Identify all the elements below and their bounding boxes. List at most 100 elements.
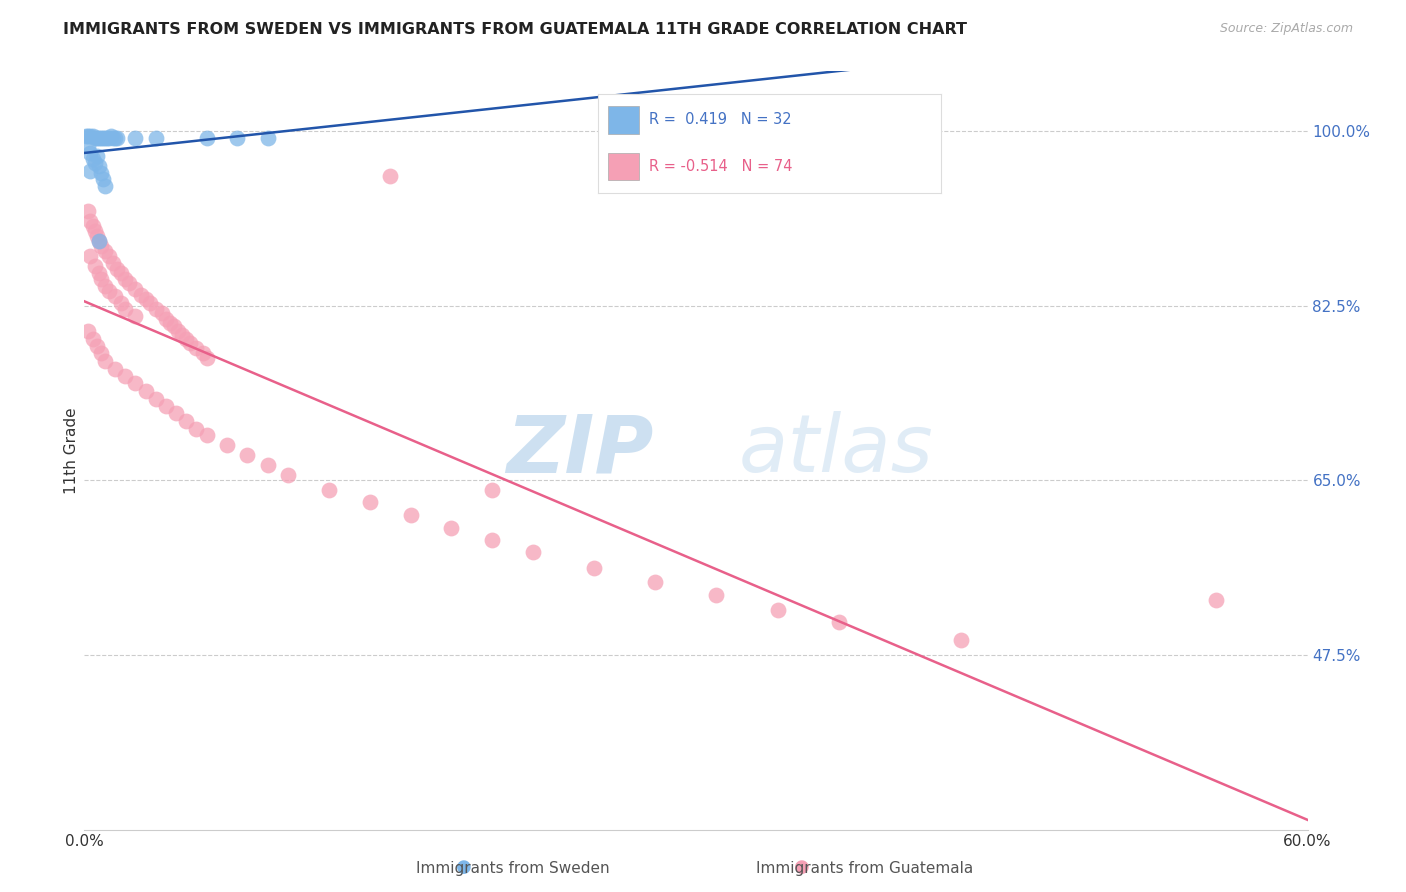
Point: [522, 545, 544, 559]
Point: [135, 292, 157, 306]
Point: [93, 278, 115, 293]
Point: [159, 316, 181, 330]
Text: ●: ●: [793, 858, 810, 876]
Point: [138, 295, 160, 310]
Point: [86, 339, 108, 353]
Text: ZIP: ZIP: [506, 411, 654, 490]
Point: [97, 249, 120, 263]
Point: [110, 266, 132, 280]
Point: [86, 149, 108, 163]
Point: [135, 384, 157, 398]
Point: [359, 495, 381, 509]
Point: [105, 261, 128, 276]
Point: [277, 468, 299, 483]
Point: [104, 289, 127, 303]
Point: [93, 131, 115, 145]
Point: [91, 131, 114, 145]
Point: [104, 131, 127, 145]
Point: [90, 239, 112, 253]
Point: [186, 421, 208, 435]
Point: [114, 368, 136, 383]
Point: [83, 259, 105, 273]
Point: [90, 166, 112, 180]
Point: [583, 561, 606, 575]
Point: [79, 164, 101, 178]
Point: [90, 131, 112, 145]
Point: [82, 332, 104, 346]
Point: [86, 131, 108, 145]
Point: [105, 131, 128, 145]
Point: [96, 131, 118, 145]
Point: [93, 353, 115, 368]
Point: [110, 295, 132, 310]
Point: [86, 229, 108, 244]
Point: [155, 399, 177, 413]
Point: [101, 131, 124, 145]
Point: [118, 276, 141, 290]
Point: [77, 129, 100, 144]
Point: [87, 159, 110, 173]
Point: [172, 327, 194, 342]
Text: IMMIGRANTS FROM SWEDEN VS IMMIGRANTS FROM GUATEMALA 11TH GRADE CORRELATION CHART: IMMIGRANTS FROM SWEDEN VS IMMIGRANTS FRO…: [63, 22, 967, 37]
Point: [79, 146, 101, 161]
Point: [155, 311, 177, 326]
Point: [101, 256, 124, 270]
Point: [950, 633, 973, 648]
Point: [97, 284, 120, 298]
Text: Immigrants from Guatemala: Immigrants from Guatemala: [756, 861, 973, 876]
Point: [195, 131, 218, 145]
Point: [195, 351, 218, 365]
Point: [217, 438, 239, 452]
Point: [150, 306, 173, 320]
Point: [174, 413, 197, 427]
Point: [104, 361, 127, 376]
Point: [706, 588, 728, 602]
Point: [91, 172, 114, 186]
Point: [195, 428, 218, 442]
Point: [1205, 593, 1227, 607]
Point: [93, 244, 115, 258]
Point: [191, 345, 214, 359]
Point: [145, 131, 167, 145]
Point: [124, 309, 146, 323]
Point: [318, 483, 340, 498]
Point: [79, 129, 101, 144]
Point: [399, 508, 422, 523]
Point: [79, 249, 101, 263]
Point: [766, 603, 789, 617]
Y-axis label: 11th Grade: 11th Grade: [63, 407, 79, 494]
Text: Immigrants from Sweden: Immigrants from Sweden: [416, 861, 610, 876]
Point: [481, 483, 503, 498]
Point: [174, 332, 197, 346]
Point: [79, 214, 101, 228]
Point: [124, 376, 146, 390]
Text: Source: ZipAtlas.com: Source: ZipAtlas.com: [1219, 22, 1353, 36]
Point: [124, 131, 146, 145]
Point: [83, 156, 105, 170]
Point: [82, 219, 104, 233]
Point: [440, 521, 463, 535]
Point: [87, 234, 110, 248]
Point: [644, 575, 666, 590]
Point: [97, 131, 120, 145]
Point: [186, 341, 208, 355]
Text: ●: ●: [456, 858, 472, 876]
Point: [93, 179, 115, 194]
Point: [167, 324, 190, 338]
Point: [83, 224, 105, 238]
Point: [90, 345, 112, 359]
Point: [77, 204, 100, 219]
Point: [380, 169, 402, 183]
Point: [145, 392, 167, 406]
Point: [257, 458, 280, 473]
Point: [179, 335, 201, 350]
Point: [83, 131, 105, 145]
Point: [87, 131, 110, 145]
Point: [163, 318, 186, 333]
Point: [828, 615, 851, 629]
Point: [77, 139, 100, 153]
Point: [257, 131, 280, 145]
Point: [145, 301, 167, 316]
Point: [131, 288, 153, 302]
Point: [87, 266, 110, 280]
